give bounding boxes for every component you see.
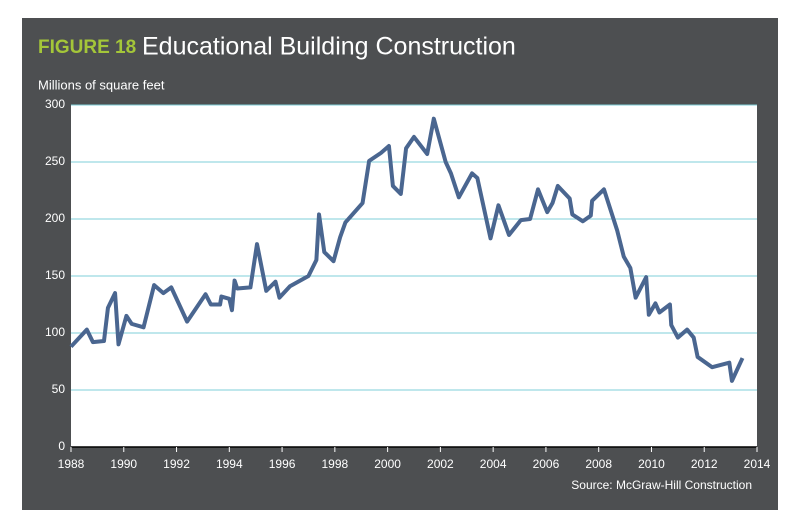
x-tick-label: 1996 (269, 457, 296, 471)
x-tick-label: 2002 (427, 457, 454, 471)
y-tick-label: 100 (45, 325, 65, 339)
x-tick-label: 1994 (216, 457, 243, 471)
x-tick-label: 2004 (480, 457, 507, 471)
x-tick-label: 2000 (374, 457, 401, 471)
x-tick-label: 1992 (163, 457, 190, 471)
y-tick-label: 250 (45, 154, 65, 168)
source: Source: McGraw-Hill Construction (571, 478, 752, 492)
x-tick-label: 2014 (744, 457, 771, 471)
data-line (69, 116, 745, 383)
y-tick-label: 200 (45, 211, 65, 225)
x-tick-label: 1988 (58, 457, 85, 471)
x-tick-label: 2008 (585, 457, 612, 471)
x-tick-label: 2012 (691, 457, 718, 471)
y-axis-label: Millions of square feet (38, 77, 165, 92)
x-tick-label: 1998 (321, 457, 348, 471)
y-tick-label: 300 (45, 97, 65, 111)
x-tick-label: 2010 (638, 457, 665, 471)
figure-label: FIGURE 18 (38, 37, 136, 58)
y-tick-label: 50 (52, 382, 66, 396)
y-tick-label: 0 (58, 439, 65, 453)
x-tick-label: 2006 (533, 457, 560, 471)
chart-title: Educational Building Construction (142, 33, 516, 61)
x-tick-label: 1990 (110, 457, 137, 471)
y-tick-label: 150 (45, 268, 65, 282)
